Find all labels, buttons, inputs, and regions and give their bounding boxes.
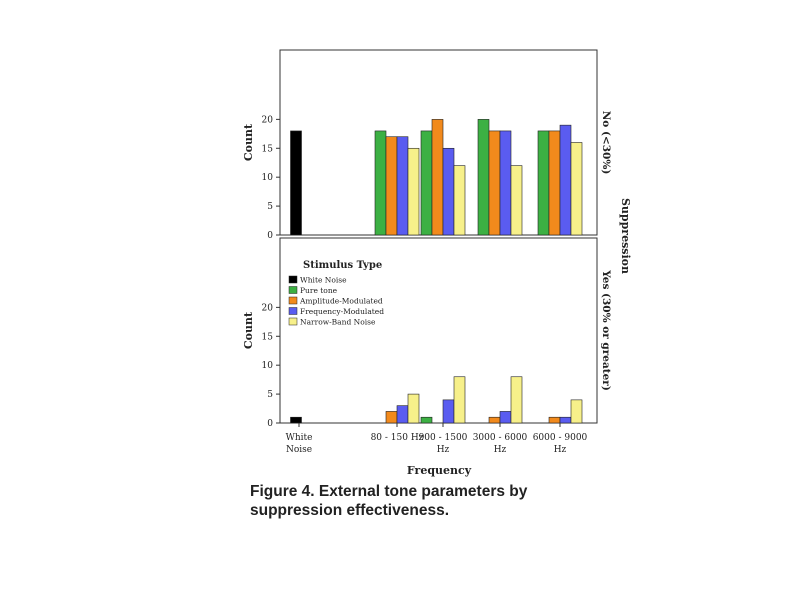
x-tick-label-line2: Hz [554,445,567,455]
y-tick-label: 15 [262,332,274,342]
x-tick-label: 6000 - 9000 [533,433,588,443]
panel-label: No (<30%) [600,111,612,175]
bar [499,411,512,424]
bar [559,416,572,424]
bar [453,165,466,236]
legend-entry: Amplitude-Modulated [299,297,383,306]
y-tick-label: 15 [262,144,274,154]
legend-swatch [288,286,298,294]
y-tick-label: 20 [262,115,274,125]
bar [431,119,444,236]
panel-no: 0 5 10 15 20 Count No (<30%) [242,49,612,241]
bar [548,130,561,236]
bar [488,130,501,236]
legend-swatch [288,296,298,305]
y-tick-label: 20 [262,303,274,313]
bar [570,399,583,424]
x-tick-label-line2: Hz [494,445,507,455]
x-tick-label: 3000 - 6000 [473,433,528,443]
y-tick-label: 5 [267,202,273,212]
facet-label: Suppression [619,198,632,274]
bar [499,130,512,236]
bar [290,130,302,236]
bar [374,130,387,236]
x-axis-label: Frequency [407,464,472,477]
x-tick-label: 900 - 1500 [419,433,468,443]
bar [548,416,561,424]
legend-title: Stimulus Type [303,260,382,271]
bar [510,376,523,424]
figure-caption: Figure 4. External tone parameters by su… [250,483,528,519]
y-tick-label: 5 [267,390,273,400]
y-tick-label: 10 [262,173,274,183]
bar [442,147,455,236]
x-tick-label-line2: Noise [286,445,312,455]
bar [559,124,572,236]
bar [407,393,420,424]
bar [396,405,409,424]
panel-label: Yes (30% or greater) [600,269,612,391]
bar [385,136,398,236]
bar [407,147,420,236]
y-tick-label: 0 [267,231,273,241]
bar [396,136,409,236]
legend-swatch [288,317,298,326]
legend-swatch [288,307,298,315]
legend-entry: Narrow-Band Noise [300,318,376,327]
x-tick-label-line2: Hz [437,445,450,455]
y-axis-label: Count [242,311,255,349]
legend-entry: Frequency-Modulated [300,307,384,316]
bar [442,399,455,424]
legend-swatch [288,275,298,284]
y-tick-label: 10 [262,361,274,371]
bar [510,165,523,236]
legend-entry: Pure tone [300,286,338,295]
bar [453,376,466,424]
bar [537,130,550,236]
x-tick-label: 80 - 150 Hz [371,433,424,443]
x-tick-label: White [286,433,313,443]
bar [570,142,583,236]
panel-frame [279,237,598,424]
bar [290,416,302,424]
panel-yes: 0 5 10 15 20 Count Yes (30% or greater) [242,237,612,429]
legend-entry: White Noise [300,276,347,285]
bar [420,416,433,424]
bar [477,119,490,236]
bar [385,411,398,424]
y-axis-label: Count [242,123,255,161]
y-tick-label: 0 [267,419,273,429]
bar [488,416,501,424]
bar [420,130,433,236]
